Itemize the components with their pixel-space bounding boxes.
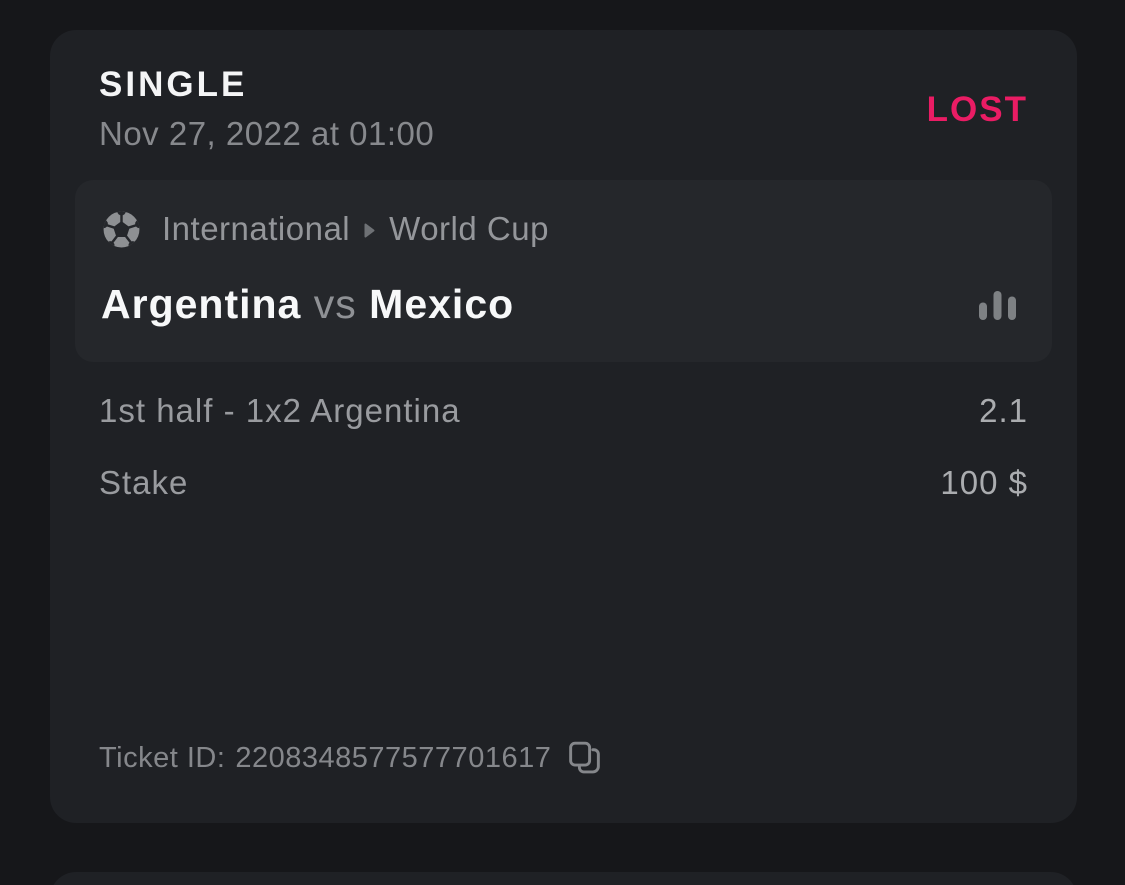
breadcrumb-tournament: World Cup (389, 210, 549, 247)
match-panel[interactable]: International World Cup Argentina vs Mex… (75, 180, 1052, 362)
match-title: Argentina vs Mexico (101, 278, 514, 330)
bar-chart-icon[interactable] (979, 290, 1016, 320)
status-badge: LOST (926, 89, 1028, 129)
vs-label: vs (313, 281, 357, 327)
selection-row: 1st half - 1x2 Argentina 2.1 (99, 390, 1028, 432)
stake-row: Stake 100 $ (99, 462, 1028, 504)
next-ticket-card[interactable] (50, 872, 1077, 885)
chevron-right-icon (364, 223, 375, 238)
league-breadcrumb: International World Cup (101, 208, 1022, 250)
ticket-header: SINGLE Nov 27, 2022 at 01:00 LOST (75, 65, 1052, 154)
ticket-id-value: 2208348577577701617 (235, 742, 552, 774)
ticket-id-row: Ticket ID: 2208348577577701617 (99, 740, 602, 777)
soccer-ball-icon (101, 209, 142, 250)
selection-odds: 2.1 (979, 392, 1028, 429)
teams-row: Argentina vs Mexico (101, 278, 1022, 330)
breadcrumb-category: International (162, 210, 351, 247)
bet-type-label: SINGLE (99, 65, 248, 104)
bet-ticket-card: SINGLE Nov 27, 2022 at 01:00 LOST (50, 30, 1077, 823)
home-team-name: Argentina (101, 281, 302, 327)
ticket-id-label: Ticket ID: (99, 742, 226, 774)
ticket-header-left: SINGLE Nov 27, 2022 at 01:00 (99, 65, 434, 154)
stake-value: 100 $ (940, 464, 1028, 501)
bet-details: 1st half - 1x2 Argentina 2.1 Stake 100 $ (75, 390, 1052, 504)
copy-icon[interactable] (567, 740, 602, 777)
selection-label: 1st half - 1x2 Argentina (99, 392, 461, 429)
bet-datetime: Nov 27, 2022 at 01:00 (99, 115, 435, 152)
stake-label: Stake (99, 464, 189, 501)
away-team-name: Mexico (369, 281, 515, 327)
